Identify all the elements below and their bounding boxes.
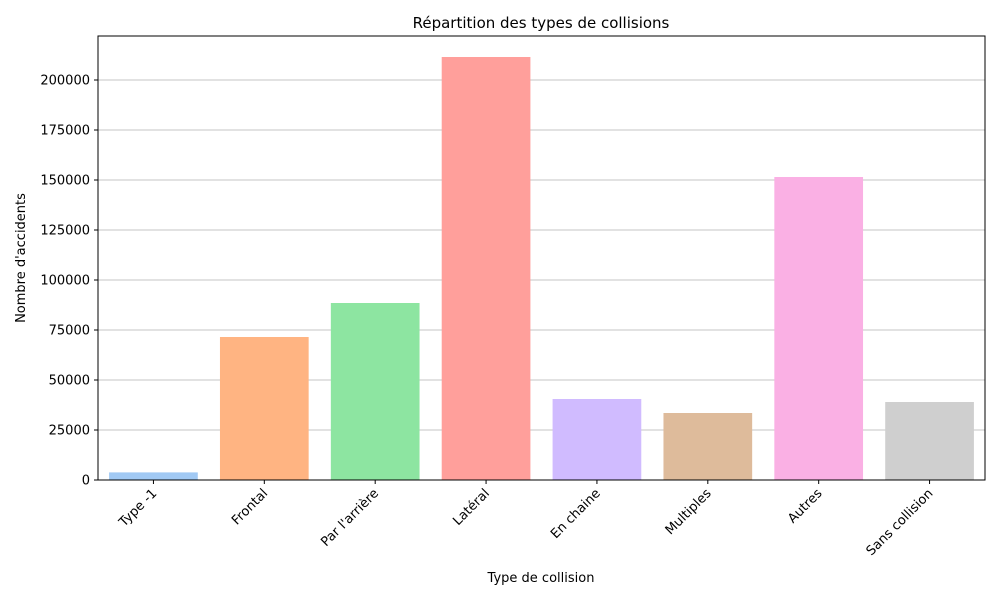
y-tick-label: 175000	[40, 124, 90, 139]
x-tick-label: En chaine	[548, 486, 604, 542]
y-tick-label: 50000	[49, 374, 90, 389]
x-axis-label: Type de collision	[487, 571, 595, 586]
bar	[219, 337, 309, 480]
y-axis-label: Nombre d'accidents	[14, 193, 29, 323]
x-tick-label: Sans collision	[864, 486, 937, 559]
bar	[663, 413, 753, 480]
x-tick-label: Par l'arrière	[318, 486, 382, 550]
x-tick-label: Latéral	[450, 486, 493, 529]
bar	[774, 177, 864, 480]
y-axis-ticks: 0 25000 50000 75000 100000 125000 150000 175000…	[40, 74, 98, 489]
y-tick-label: 100000	[40, 274, 90, 289]
chart-title: Répartition des types de collisions	[413, 14, 670, 32]
y-tick-label: 150000	[40, 174, 90, 189]
y-tick-label: 0	[82, 474, 90, 489]
bar	[109, 472, 198, 480]
bar	[885, 402, 974, 480]
plot-frame	[97, 35, 986, 481]
bar	[552, 399, 642, 480]
bars	[109, 57, 974, 480]
x-axis-ticks: Type -1 Frontal Par l'arrière Latéral En cha…	[116, 480, 937, 559]
x-tick-label: Multiples	[663, 486, 715, 538]
bar	[330, 303, 420, 480]
y-tick-label: 125000	[40, 224, 90, 239]
x-tick-label: Type -1	[116, 486, 161, 531]
x-tick-label: Autres	[785, 486, 826, 527]
y-tick-label: 200000	[40, 74, 90, 89]
y-tick-label: 25000	[49, 424, 90, 439]
bar	[441, 57, 531, 480]
x-tick-label: Frontal	[229, 486, 271, 528]
y-tick-label: 75000	[49, 324, 90, 339]
